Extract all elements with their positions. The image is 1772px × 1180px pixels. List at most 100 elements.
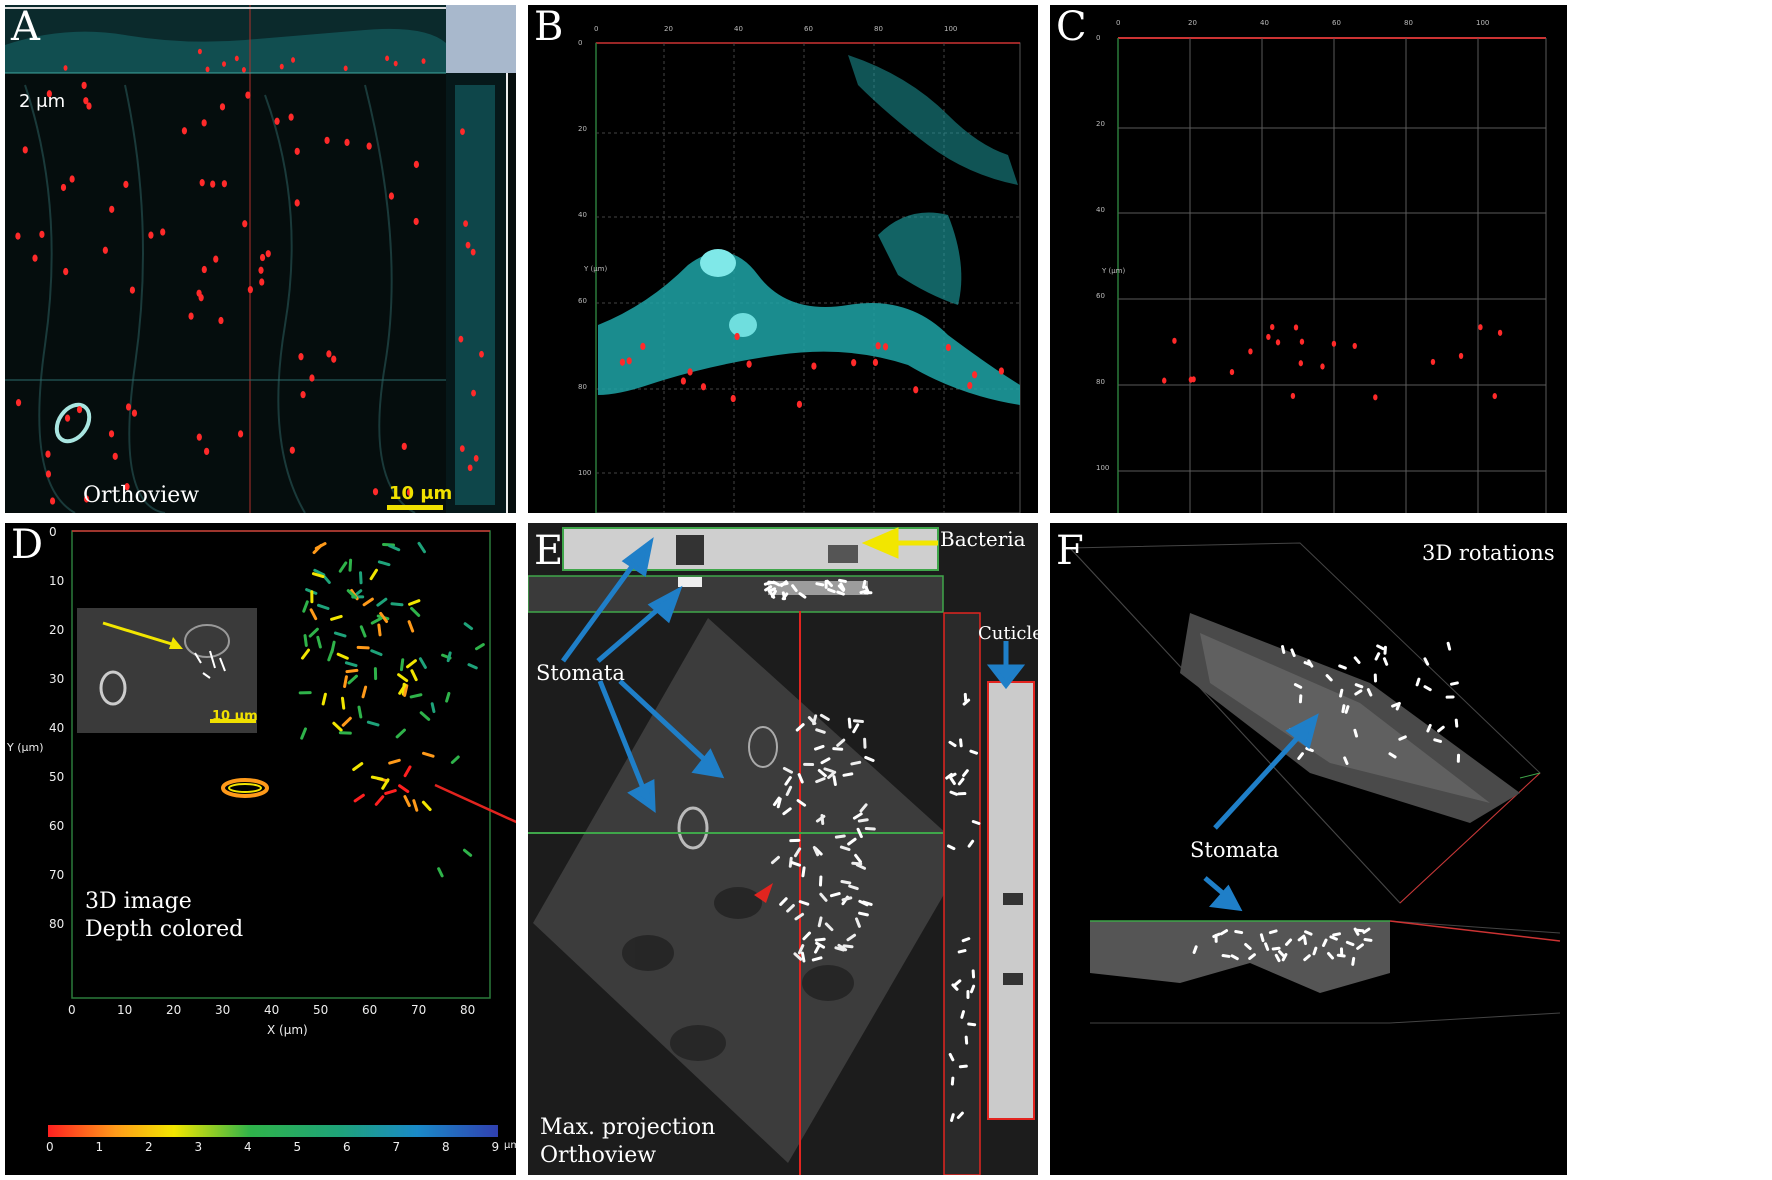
bacterium-rod [945, 772, 953, 780]
bacterium-marker [393, 60, 398, 67]
bacterium-rod [302, 600, 309, 613]
bacterium-rod [850, 760, 862, 766]
panel-c-x-tick-20: 20 [1188, 19, 1197, 27]
bacterium-rod [798, 592, 807, 599]
bacterium-marker [63, 267, 69, 276]
bacterium-marker [626, 357, 632, 365]
bacterium-rod [312, 543, 323, 555]
bacterium-marker [746, 360, 752, 368]
bacterium-rod [1278, 950, 1286, 958]
bacterium-rod [410, 606, 421, 617]
bacterium-rod [815, 777, 826, 784]
bacterium-rod [1259, 933, 1265, 943]
bacterium-marker [459, 445, 465, 452]
bacterium-marker [288, 113, 294, 121]
bacterium-rod [834, 946, 846, 952]
panel-d-x-tick-80: 80 [460, 1003, 476, 1017]
bacterium-marker [331, 355, 337, 363]
bacterium-rod [854, 853, 862, 864]
panel-c-y-tick-20: 20 [1096, 120, 1105, 128]
bacterium-rod [824, 922, 834, 932]
bacterium-marker [46, 90, 52, 98]
panel-e-label: E [534, 528, 564, 574]
bacterium-rod [772, 580, 781, 587]
bacterium-rod [1382, 657, 1389, 666]
bacterium-rod [1391, 702, 1400, 708]
bacterium-marker [265, 250, 271, 258]
bacterium-marker [300, 391, 306, 399]
bacterium-rod [412, 799, 419, 812]
bacterium-marker [259, 278, 265, 286]
bacterium-rod [763, 581, 773, 586]
bacterium-marker [83, 495, 90, 503]
bacterium-marker [619, 358, 626, 366]
bacterium-rod [352, 762, 364, 771]
bacterium-rod [406, 659, 417, 669]
bacterium-rod [463, 622, 474, 631]
bacterium-marker [882, 343, 889, 351]
bacterium-rod [1303, 954, 1311, 962]
bacterium-rod [1281, 645, 1286, 654]
bacterium-rod [1281, 953, 1288, 962]
bacterium-marker [1331, 340, 1337, 347]
bacterium-rod [361, 685, 368, 699]
bacterium-rod [1221, 954, 1231, 958]
bacterium-marker [465, 241, 471, 249]
bacterium-marker [851, 359, 857, 367]
panel-d-y-tick-40: 40 [49, 721, 65, 735]
bacterium-rod [1325, 674, 1333, 682]
bacterium-rod [764, 585, 773, 592]
bacterium-marker [86, 102, 92, 110]
bacterium-rod [1341, 704, 1346, 714]
bacterium-rod [1244, 943, 1252, 951]
bacterium-rod [1248, 953, 1256, 960]
bacterium-rod [388, 758, 401, 765]
bacterium-marker [372, 488, 379, 496]
bacterium-rod [333, 631, 347, 638]
panel-a-caption: Orthoview [83, 483, 200, 508]
bacterium-marker [196, 433, 202, 441]
bacterium-rod [957, 949, 967, 954]
panel-c-x-tick-0: 0 [1116, 19, 1121, 27]
bacterium-rod [1212, 932, 1221, 939]
bacterium-rod [829, 892, 841, 898]
bacterium-marker [241, 66, 246, 73]
bacterium-rod [856, 827, 863, 839]
bacterium-marker [700, 383, 707, 391]
bacterium-marker [15, 399, 22, 407]
bacterium-rod [852, 812, 863, 820]
bacterium-marker [64, 414, 71, 422]
bacterium-rod [1297, 752, 1304, 760]
bacterium-rod [1353, 927, 1360, 936]
bacterium-rod [422, 751, 435, 758]
bacterium-rod [855, 863, 867, 870]
bacterium-rod [776, 797, 782, 809]
bacterium-marker [131, 409, 138, 417]
bacterium-rod [1415, 677, 1421, 687]
panel-d-colorbar-tick-1: 1 [95, 1140, 104, 1154]
bacterium-marker [218, 316, 224, 325]
bacterium-rod [782, 766, 793, 774]
panel-c-x-tick-40: 40 [1260, 19, 1269, 27]
bacterium-marker [1352, 342, 1357, 350]
bacterium-rod [825, 579, 833, 588]
bacterium-rod [838, 578, 847, 583]
bacterium-rod [770, 589, 777, 599]
bacterium-rod [1268, 929, 1278, 935]
panel-b-y-axis-label: Y (μm) [584, 265, 608, 273]
bacterium-rod [817, 916, 823, 928]
bacterium-rod [369, 568, 378, 581]
bacterium-rod [1312, 946, 1318, 956]
bacterium-rod [407, 620, 415, 633]
bacterium-marker [463, 220, 468, 227]
bacterium-rod [410, 669, 418, 682]
bacterium-rod [353, 793, 365, 803]
bacterium-rod [300, 727, 307, 740]
bacterium-rod [772, 796, 781, 807]
bacterium-rod [820, 813, 825, 825]
bacterium-rod [1339, 688, 1344, 698]
panel-b-y-tick-100: 100 [578, 469, 592, 477]
bacterium-rod [969, 984, 976, 994]
panel-d-colorbar-tick-7: 7 [392, 1140, 401, 1154]
bacterium-rod [948, 1052, 955, 1062]
